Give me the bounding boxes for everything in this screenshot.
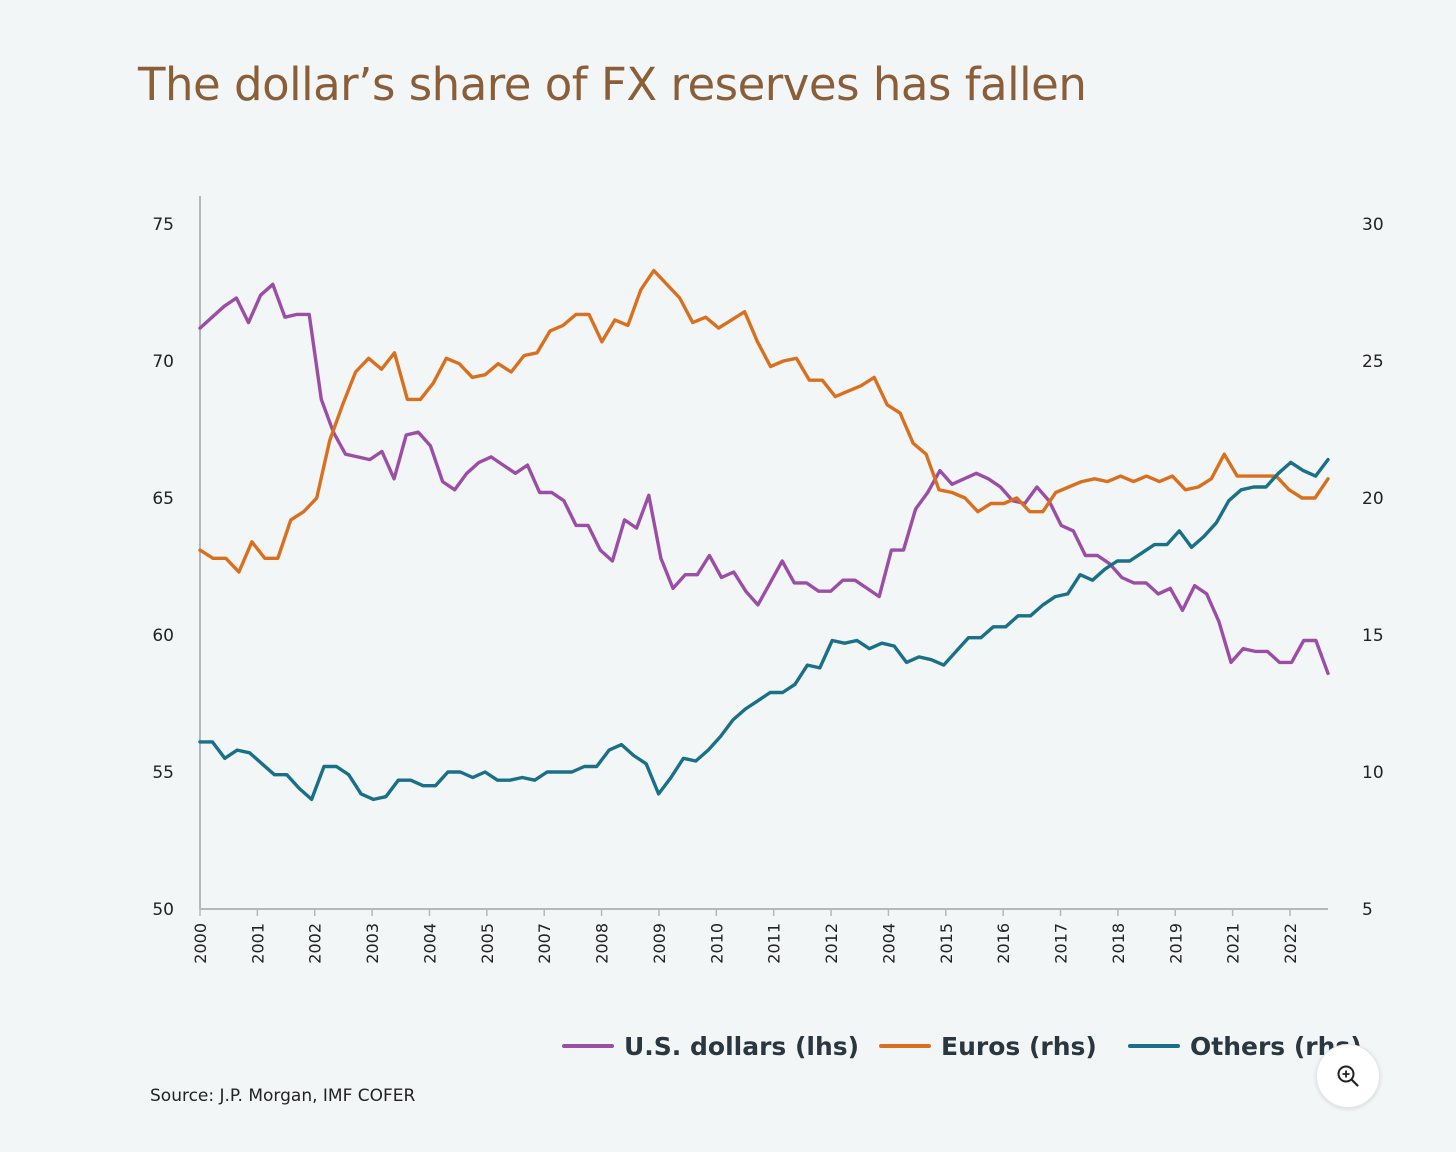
right-tick-label: 25 xyxy=(1362,352,1384,372)
x-axis-ticks: 2000 2001 2002 2003 2004 2005 2007 2008 2009 2010… xyxy=(191,909,1300,964)
x-tick-label: 2001 xyxy=(248,923,267,964)
x-tick-label: 2016 xyxy=(994,923,1013,964)
right-tick-label: 30 xyxy=(1362,215,1384,235)
series-line xyxy=(198,282,1330,676)
x-tick-label: 2018 xyxy=(1109,923,1128,964)
left-tick-label: 60 xyxy=(152,626,174,646)
chart-title: The dollar’s share of FX reserves has fa… xyxy=(138,58,1087,111)
x-tick-label: 2010 xyxy=(707,923,726,964)
x-tick-label: 2011 xyxy=(765,923,784,964)
x-tick-label: 2021 xyxy=(1224,923,1243,964)
right-tick-label: 10 xyxy=(1362,763,1384,783)
left-axis-ticks: 50 55 60 65 70 75 xyxy=(152,215,174,920)
legend: U.S. dollars (lhs) Euros (rhs) Others (rhs… xyxy=(562,1032,1362,1061)
x-tick-label: 2015 xyxy=(937,923,956,964)
left-tick-label: 75 xyxy=(152,215,174,235)
right-tick-label: 20 xyxy=(1362,489,1384,509)
x-tick-label: 2004 xyxy=(420,923,439,964)
source-note: Source: J.P. Morgan, IMF COFER xyxy=(150,1086,416,1106)
x-tick-label: 2019 xyxy=(1166,923,1185,964)
left-tick-label: 65 xyxy=(152,489,174,509)
right-axis-ticks: 5 10 15 20 25 30 xyxy=(1362,215,1384,920)
series-line xyxy=(198,457,1330,802)
x-tick-label: 2003 xyxy=(363,923,382,964)
x-tick-label: 2009 xyxy=(650,923,669,964)
x-tick-label: 2008 xyxy=(593,923,612,964)
chart-axes xyxy=(199,196,1328,910)
x-tick-label: 2022 xyxy=(1281,923,1300,964)
legend-label: Euros (rhs) xyxy=(941,1032,1097,1061)
legend-label: U.S. dollars (lhs) xyxy=(624,1032,859,1061)
zoom-in-icon xyxy=(1337,1065,1359,1087)
x-tick-label: 2005 xyxy=(478,923,497,964)
x-tick-label: 2012 xyxy=(822,923,841,964)
x-tick-label: 2007 xyxy=(535,923,554,964)
left-tick-label: 70 xyxy=(152,352,174,372)
zoom-button[interactable] xyxy=(1316,1044,1380,1108)
series-line xyxy=(198,268,1330,574)
right-tick-label: 5 xyxy=(1362,900,1373,920)
x-tick-label: 2000 xyxy=(191,923,210,964)
x-tick-label: 2002 xyxy=(306,923,325,964)
right-tick-label: 15 xyxy=(1362,626,1384,646)
x-tick-label: 2017 xyxy=(1052,923,1071,964)
left-tick-label: 55 xyxy=(152,763,174,783)
left-tick-label: 50 xyxy=(152,900,174,920)
x-tick-label: 2004 xyxy=(879,923,898,964)
series-lines xyxy=(198,268,1330,802)
